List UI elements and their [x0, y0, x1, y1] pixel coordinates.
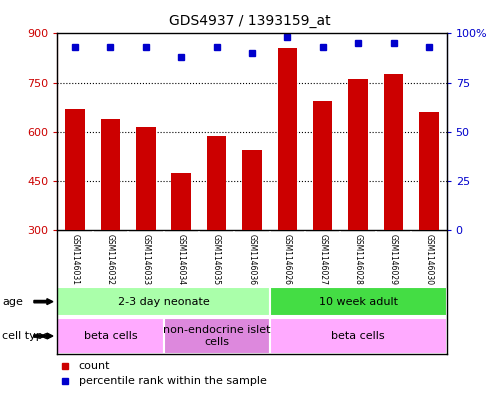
Text: GDS4937 / 1393159_at: GDS4937 / 1393159_at — [169, 14, 330, 28]
Text: GSM1146032: GSM1146032 — [106, 234, 115, 285]
Bar — [348, 79, 368, 230]
Bar — [419, 112, 439, 230]
Text: percentile rank within the sample: percentile rank within the sample — [79, 376, 266, 386]
Text: 2-3 day neonate: 2-3 day neonate — [118, 297, 210, 307]
Text: GSM1146030: GSM1146030 — [425, 234, 434, 285]
Text: GSM1146028: GSM1146028 — [354, 234, 363, 285]
Bar — [164, 318, 269, 354]
Text: cell type: cell type — [2, 331, 50, 341]
Text: GSM1146036: GSM1146036 — [248, 234, 256, 285]
Text: GSM1146031: GSM1146031 — [70, 234, 79, 285]
Bar — [172, 173, 191, 230]
Text: GSM1146033: GSM1146033 — [141, 234, 150, 285]
Text: GSM1146034: GSM1146034 — [177, 234, 186, 285]
Bar — [243, 150, 261, 230]
Bar — [269, 318, 447, 354]
Bar — [384, 74, 403, 230]
Bar — [269, 287, 447, 316]
Bar — [65, 109, 85, 230]
Bar — [207, 136, 227, 230]
Bar — [101, 119, 120, 230]
Text: GSM1146029: GSM1146029 — [389, 234, 398, 285]
Text: beta cells: beta cells — [331, 331, 385, 341]
Text: GSM1146035: GSM1146035 — [212, 234, 221, 285]
Bar — [277, 48, 297, 230]
Text: count: count — [79, 360, 110, 371]
Bar — [57, 287, 269, 316]
Text: 10 week adult: 10 week adult — [319, 297, 398, 307]
Text: GSM1146026: GSM1146026 — [283, 234, 292, 285]
Bar — [313, 101, 332, 230]
Bar — [136, 127, 156, 230]
Text: non-endocrine islet
cells: non-endocrine islet cells — [163, 325, 270, 347]
Text: age: age — [2, 297, 23, 307]
Text: beta cells: beta cells — [84, 331, 137, 341]
Text: GSM1146027: GSM1146027 — [318, 234, 327, 285]
Bar — [57, 318, 164, 354]
